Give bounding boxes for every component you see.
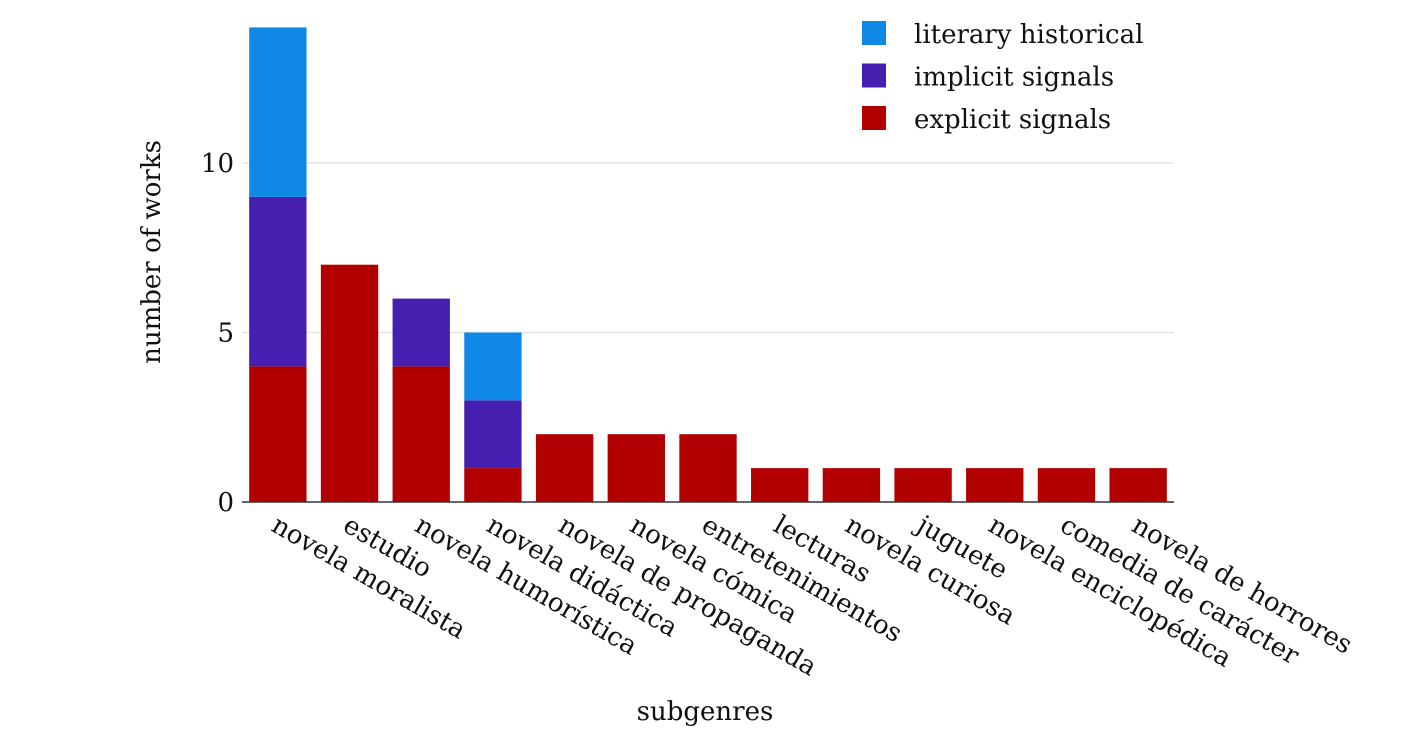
y-tick-label: 5 — [217, 319, 234, 349]
legend: literary historical implicit signals expli… — [862, 20, 1143, 135]
bar-segment — [320, 264, 379, 502]
bar-segment — [1037, 468, 1096, 502]
legend-swatch — [862, 106, 886, 130]
legend-label: implicit signals — [914, 63, 1114, 93]
x-axis-title: subgenres — [637, 697, 774, 727]
bar-segment — [464, 332, 522, 401]
bar-segment — [822, 468, 881, 502]
gridlines — [242, 162, 1174, 334]
bar-segment — [966, 468, 1024, 502]
bar-segment — [464, 400, 522, 469]
bar-segment — [249, 196, 307, 367]
y-tick-label: 10 — [201, 149, 234, 179]
legend-swatch — [862, 63, 886, 88]
bar-segment — [751, 468, 809, 502]
legend-label: explicit signals — [914, 105, 1111, 135]
bar-segment — [464, 468, 522, 502]
bar-segment — [249, 366, 307, 502]
bar-segment — [249, 27, 307, 197]
bar-segment — [535, 434, 594, 502]
y-axis-title: number of works — [137, 140, 167, 364]
legend-label: literary historical — [914, 20, 1143, 50]
bar-segment — [1109, 468, 1167, 502]
legend-swatch — [862, 21, 886, 45]
bar-segment — [607, 434, 665, 502]
bar-segment — [679, 434, 737, 502]
bar-segment — [894, 468, 952, 502]
bars — [249, 27, 1167, 502]
y-tick-label: 0 — [217, 488, 234, 518]
bar-segment — [392, 298, 450, 367]
bar-segment — [392, 366, 450, 502]
y-axis-ticks: 0 5 10 — [201, 149, 234, 518]
